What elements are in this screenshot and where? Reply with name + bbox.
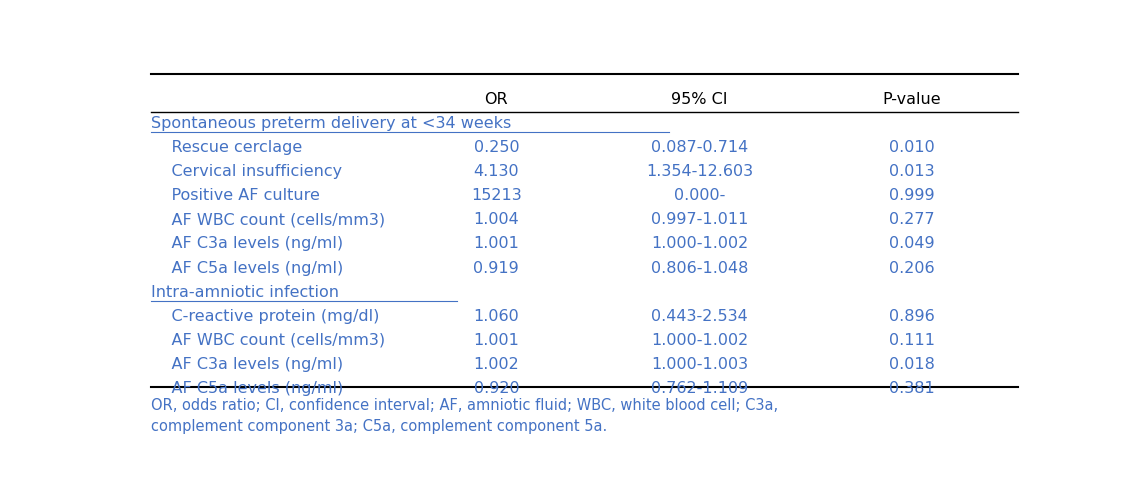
Text: 0.919: 0.919 (474, 260, 519, 276)
Text: 0.010: 0.010 (889, 140, 934, 155)
Text: 0.206: 0.206 (889, 260, 934, 276)
Text: 15213: 15213 (471, 188, 521, 203)
Text: 1.060: 1.060 (474, 309, 519, 324)
Text: 0.250: 0.250 (474, 140, 519, 155)
Text: AF WBC count (cells/mm3): AF WBC count (cells/mm3) (152, 333, 386, 348)
Text: 0.997-1.011: 0.997-1.011 (652, 212, 748, 228)
Text: P-value: P-value (883, 92, 941, 107)
Text: 0.762-1.109: 0.762-1.109 (652, 381, 748, 396)
Text: 1.001: 1.001 (474, 333, 519, 348)
Text: 0.381: 0.381 (889, 381, 934, 396)
Text: AF C3a levels (ng/ml): AF C3a levels (ng/ml) (152, 357, 343, 372)
Text: Positive AF culture: Positive AF culture (152, 188, 321, 203)
Text: 0.013: 0.013 (889, 164, 934, 180)
Text: 0.896: 0.896 (889, 309, 934, 324)
Text: 4.130: 4.130 (474, 164, 519, 180)
Text: 0.087-0.714: 0.087-0.714 (652, 140, 748, 155)
Text: 1.001: 1.001 (474, 237, 519, 251)
Text: Intra-amniotic infection: Intra-amniotic infection (152, 285, 340, 300)
Text: OR, odds ratio; CI, confidence interval; AF, amniotic fluid; WBC, white blood ce: OR, odds ratio; CI, confidence interval;… (152, 398, 778, 413)
Text: complement component 3a; C5a, complement component 5a.: complement component 3a; C5a, complement… (152, 419, 608, 434)
Text: 0.999: 0.999 (889, 188, 934, 203)
Text: 0.049: 0.049 (889, 237, 934, 251)
Text: 0.018: 0.018 (889, 357, 934, 372)
Text: 0.920: 0.920 (474, 381, 519, 396)
Text: 0.277: 0.277 (889, 212, 934, 228)
Text: C-reactive protein (mg/dl): C-reactive protein (mg/dl) (152, 309, 380, 324)
Text: Cervical insufficiency: Cervical insufficiency (152, 164, 342, 180)
Text: 1.354-12.603: 1.354-12.603 (646, 164, 753, 180)
Text: AF C5a levels (ng/ml): AF C5a levels (ng/ml) (152, 381, 343, 396)
Text: 95% CI: 95% CI (671, 92, 728, 107)
Text: 0.806-1.048: 0.806-1.048 (652, 260, 748, 276)
Text: OR: OR (485, 92, 508, 107)
Text: 1.004: 1.004 (474, 212, 519, 228)
Text: AF C3a levels (ng/ml): AF C3a levels (ng/ml) (152, 237, 343, 251)
Text: 0.111: 0.111 (889, 333, 934, 348)
Text: 1.000-1.003: 1.000-1.003 (652, 357, 748, 372)
Text: AF C5a levels (ng/ml): AF C5a levels (ng/ml) (152, 260, 343, 276)
Text: AF WBC count (cells/mm3): AF WBC count (cells/mm3) (152, 212, 386, 228)
Text: 1.000-1.002: 1.000-1.002 (652, 333, 748, 348)
Text: Rescue cerclage: Rescue cerclage (152, 140, 302, 155)
Text: 1.002: 1.002 (474, 357, 519, 372)
Text: 0.443-2.534: 0.443-2.534 (652, 309, 748, 324)
Text: 1.000-1.002: 1.000-1.002 (652, 237, 748, 251)
Text: 0.000-: 0.000- (674, 188, 726, 203)
Text: Spontaneous preterm delivery at <34 weeks: Spontaneous preterm delivery at <34 week… (152, 116, 511, 131)
